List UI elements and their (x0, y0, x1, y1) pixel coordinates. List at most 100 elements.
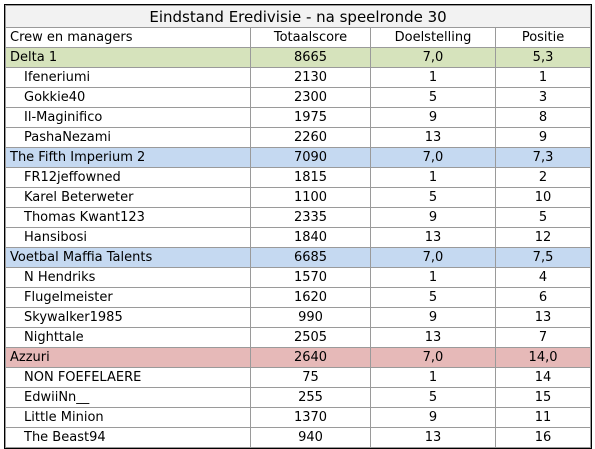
crew-goal: 7,0 (370, 147, 496, 168)
manager-goal: 9 (370, 307, 496, 328)
manager-name: Gokkie40 (5, 87, 251, 108)
manager-position: 8 (494, 107, 592, 128)
manager-goal: 1 (370, 367, 496, 388)
manager-goal: 1 (370, 67, 496, 88)
manager-row: NON FOEFELAERE 75 1 14 (5, 367, 592, 388)
manager-row: EdwiiNn__ 255 5 15 (5, 387, 592, 408)
manager-total: 2260 (250, 127, 371, 148)
manager-goal: 13 (370, 227, 496, 248)
manager-row: Skywalker1985 990 9 13 (5, 307, 592, 328)
manager-position: 9 (494, 127, 592, 148)
manager-goal: 13 (370, 127, 496, 148)
manager-name: NON FOEFELAERE (5, 367, 251, 388)
manager-name: The Beast94 (5, 427, 251, 448)
manager-row: Il-Maginifico 1975 9 8 (5, 107, 592, 128)
manager-total: 1370 (250, 407, 371, 428)
manager-position: 15 (494, 387, 592, 408)
crew-position: 7,3 (494, 147, 592, 168)
manager-total: 1620 (250, 287, 371, 308)
manager-name: Thomas Kwant123 (5, 207, 251, 228)
manager-position: 6 (494, 287, 592, 308)
manager-goal: 9 (370, 107, 496, 128)
crew-total: 7090 (250, 147, 371, 168)
crew-name: Voetbal Maffia Talents (5, 247, 251, 268)
manager-row: Ifeneriumi 2130 1 1 (5, 67, 592, 88)
manager-total: 1840 (250, 227, 371, 248)
manager-goal: 9 (370, 207, 496, 228)
manager-name: PashaNezami (5, 127, 251, 148)
crew-row: Voetbal Maffia Talents 6685 7,0 7,5 (5, 247, 592, 268)
manager-total: 1975 (250, 107, 371, 128)
crew-position: 7,5 (494, 247, 592, 268)
manager-row: PashaNezami 2260 13 9 (5, 127, 592, 148)
manager-goal: 5 (370, 287, 496, 308)
manager-goal: 1 (370, 167, 496, 188)
manager-row: FR12jeffowned 1815 1 2 (5, 167, 592, 188)
manager-name: FR12jeffowned (5, 167, 251, 188)
manager-total: 1100 (250, 187, 371, 208)
manager-total: 75 (250, 367, 371, 388)
table-title-row: Eindstand Eredivisie - na speelronde 30 (4, 5, 592, 28)
manager-total: 2130 (250, 67, 371, 88)
crew-goal: 7,0 (370, 47, 496, 68)
crew-total: 2640 (250, 347, 371, 368)
crew-name: Delta 1 (5, 47, 251, 68)
manager-name: Ifeneriumi (5, 67, 251, 88)
crew-row: Azzuri 2640 7,0 14,0 (5, 347, 592, 368)
manager-name: Skywalker1985 (5, 307, 251, 328)
manager-row: Karel Beterweter 1100 5 10 (5, 187, 592, 208)
header-position: Positie (494, 27, 592, 48)
manager-position: 14 (494, 367, 592, 388)
manager-goal: 5 (370, 187, 496, 208)
crew-total: 6685 (250, 247, 371, 268)
manager-position: 5 (494, 207, 592, 228)
manager-row: Hansibosi 1840 13 12 (5, 227, 592, 248)
manager-position: 3 (494, 87, 592, 108)
header-total: Totaalscore (250, 27, 371, 48)
crew-name: Azzuri (5, 347, 251, 368)
manager-row: Thomas Kwant123 2335 9 5 (5, 207, 592, 228)
header-row: Crew en managers Totaalscore Doelstellin… (5, 27, 592, 48)
crew-position: 14,0 (494, 347, 592, 368)
header-crew: Crew en managers (5, 27, 251, 48)
manager-position: 4 (494, 267, 592, 288)
crew-total: 8665 (250, 47, 371, 68)
manager-row: Gokkie40 2300 5 3 (5, 87, 592, 108)
crew-row: The Fifth Imperium 2 7090 7,0 7,3 (5, 147, 592, 168)
manager-position: 1 (494, 67, 592, 88)
crew-row: Delta 1 8665 7,0 5,3 (5, 47, 592, 68)
standings-table-container: Eindstand Eredivisie - na speelronde 30 … (4, 4, 593, 449)
table-title: Eindstand Eredivisie - na speelronde 30 (4, 5, 592, 28)
manager-goal: 9 (370, 407, 496, 428)
crew-name: The Fifth Imperium 2 (5, 147, 251, 168)
manager-position: 11 (494, 407, 592, 428)
manager-name: Hansibosi (5, 227, 251, 248)
manager-position: 2 (494, 167, 592, 188)
header-goal: Doelstelling (370, 27, 496, 48)
manager-goal: 5 (370, 387, 496, 408)
manager-position: 12 (494, 227, 592, 248)
manager-name: Little Minion (5, 407, 251, 428)
manager-position: 7 (494, 327, 592, 348)
manager-goal: 13 (370, 327, 496, 348)
manager-position: 10 (494, 187, 592, 208)
manager-name: Flugelmeister (5, 287, 251, 308)
manager-row: Flugelmeister 1620 5 6 (5, 287, 592, 308)
manager-total: 940 (250, 427, 371, 448)
crew-position: 5,3 (494, 47, 592, 68)
manager-goal: 13 (370, 427, 496, 448)
manager-name: Il-Maginifico (5, 107, 251, 128)
manager-row: The Beast94 940 13 16 (5, 427, 592, 448)
manager-total: 990 (250, 307, 371, 328)
manager-row: Nighttale 2505 13 7 (5, 327, 592, 348)
manager-row: Little Minion 1370 9 11 (5, 407, 592, 428)
standings-table: Eindstand Eredivisie - na speelronde 30 … (4, 5, 592, 448)
manager-position: 16 (494, 427, 592, 448)
manager-total: 255 (250, 387, 371, 408)
manager-name: Karel Beterweter (5, 187, 251, 208)
manager-name: Nighttale (5, 327, 251, 348)
manager-goal: 1 (370, 267, 496, 288)
manager-total: 2300 (250, 87, 371, 108)
manager-total: 2335 (250, 207, 371, 228)
crew-goal: 7,0 (370, 247, 496, 268)
